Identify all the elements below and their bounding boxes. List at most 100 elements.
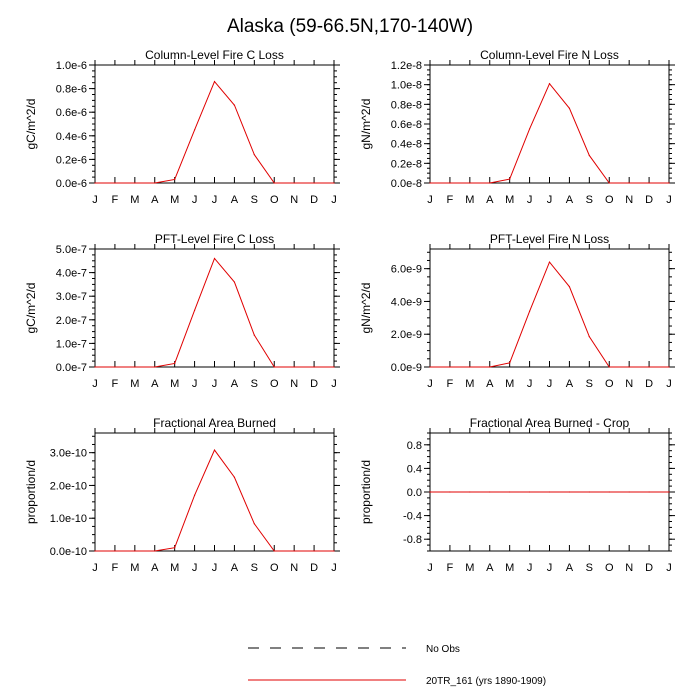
x-tick-label: J [547, 194, 553, 206]
data-point [273, 550, 275, 552]
x-tick-label: N [290, 194, 298, 206]
y-tick-label: 3.0e-10 [50, 448, 87, 460]
x-tick-label: M [170, 194, 179, 206]
series-line-0 [95, 257, 334, 368]
x-tick-label: M [170, 378, 179, 390]
y-tick-label: 0.0e-6 [56, 178, 87, 190]
y-tick-label: 0.0e-10 [50, 546, 87, 558]
x-tick-label: J [527, 562, 533, 574]
y-axis-label: gC/m^2/d [24, 99, 38, 150]
data-point [668, 366, 670, 368]
x-tick-label: O [270, 194, 279, 206]
x-tick-label: A [231, 194, 239, 206]
legend: No Obs 20TR_161 (yrs 1890-1909) [248, 644, 546, 687]
data-point [668, 182, 670, 184]
chart-title: Fractional Area Burned - Crop [470, 416, 630, 430]
x-tick-label: A [486, 378, 494, 390]
data-point [114, 182, 116, 184]
data-point [608, 366, 610, 368]
data-point [628, 182, 630, 184]
y-tick-label: 0.4e-6 [56, 131, 87, 143]
y-tick-label: -0.4 [403, 511, 422, 523]
x-tick-label: J [427, 378, 433, 390]
data-point [429, 182, 431, 184]
x-tick-label: F [112, 378, 119, 390]
x-tick-label: M [465, 194, 474, 206]
x-tick-label: D [310, 194, 318, 206]
x-tick-label: M [505, 562, 514, 574]
chart-panel-5: Fractional Area Burned - Crop proportion/… [359, 416, 675, 574]
x-tick-label: S [586, 194, 593, 206]
x-tick-label: S [586, 562, 593, 574]
data-point [134, 550, 136, 552]
legend-label-no-obs: No Obs [426, 644, 460, 655]
x-tick-label: A [151, 378, 159, 390]
data-point [313, 182, 315, 184]
y-tick-label: 1.0e-7 [56, 338, 87, 350]
y-tick-label: 0.8e-6 [56, 84, 87, 96]
x-tick-label: N [290, 562, 298, 574]
chart-title: PFT-Level Fire C Loss [155, 232, 274, 246]
x-tick-label: O [270, 562, 279, 574]
x-tick-label: F [112, 194, 119, 206]
data-point [429, 491, 431, 493]
x-tick-label: A [566, 194, 574, 206]
y-axis-label: proportion/d [24, 460, 38, 524]
x-tick-label: O [270, 378, 279, 390]
data-point [588, 491, 590, 493]
plot-frame [94, 248, 335, 368]
x-tick-label: A [486, 194, 494, 206]
data-point [568, 491, 571, 493]
series-line-0 [95, 80, 334, 184]
x-tick-label: M [170, 562, 179, 574]
y-tick-label: 5.0e-7 [56, 244, 87, 256]
y-tick-label: 1.0e-8 [391, 80, 422, 92]
y-tick-label: 4.0e-7 [56, 268, 87, 280]
data-point [548, 491, 551, 493]
x-tick-label: J [192, 378, 198, 390]
data-point [469, 366, 471, 368]
y-tick-label: 2.0e-7 [56, 315, 87, 327]
data-point [489, 366, 491, 368]
data-point [469, 491, 471, 493]
y-tick-label: 0.0 [407, 487, 422, 499]
data-point [628, 491, 630, 493]
data-point [233, 104, 236, 106]
y-axis-label: gN/m^2/d [359, 99, 373, 150]
data-point [333, 550, 335, 552]
data-point [648, 366, 650, 368]
data-point [213, 80, 216, 83]
y-tick-label: 0.6e-8 [391, 119, 422, 131]
data-point [154, 366, 156, 368]
y-tick-label: 0.0e-9 [391, 362, 422, 374]
y-tick-label: 1.2e-8 [391, 60, 422, 72]
data-point [608, 182, 610, 184]
x-tick-label: A [151, 194, 159, 206]
data-point [509, 178, 511, 180]
y-tick-label: 0.8e-8 [391, 99, 422, 111]
data-point [193, 309, 196, 311]
x-tick-label: J [547, 378, 553, 390]
x-tick-label: J [527, 378, 533, 390]
data-point [233, 476, 236, 478]
x-tick-label: A [231, 378, 239, 390]
data-point [588, 336, 590, 338]
data-point [94, 182, 96, 184]
y-tick-label: 0.4 [407, 463, 422, 475]
data-point [449, 491, 451, 493]
data-point [174, 362, 176, 365]
data-point [568, 107, 571, 109]
data-point [174, 178, 176, 181]
x-tick-label: D [645, 562, 653, 574]
x-tick-label: D [310, 378, 318, 390]
x-tick-label: S [251, 194, 258, 206]
x-tick-label: F [447, 562, 454, 574]
series-line-0 [430, 261, 669, 368]
y-tick-label: 0.0e-8 [391, 178, 422, 190]
data-point [489, 182, 491, 184]
chart-title: Column-Level Fire N Loss [480, 48, 619, 62]
